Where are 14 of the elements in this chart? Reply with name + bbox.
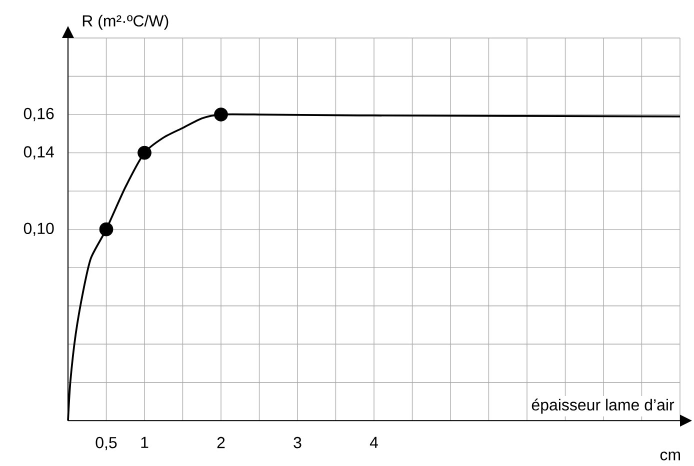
y-tick-label: 0,14 [24, 146, 54, 160]
x-tick-label: 3 [294, 436, 302, 448]
x-tick-label: 2 [217, 436, 225, 448]
text: cm [660, 452, 680, 460]
x-tick-label: 1 [141, 436, 148, 448]
point [138, 146, 152, 160]
x-tick-label: 4 [370, 436, 378, 448]
point [99, 222, 114, 236]
point [214, 108, 228, 122]
x-tick-label: 0,5 [96, 436, 117, 450]
y-tick-label: 0,10 [24, 222, 54, 236]
x-axis-title: épaisseur lame d’air [532, 398, 674, 414]
y-tick-label: 0,16 [24, 108, 54, 122]
y-axis-title: R (m²·ºC/W) [82, 14, 168, 30]
